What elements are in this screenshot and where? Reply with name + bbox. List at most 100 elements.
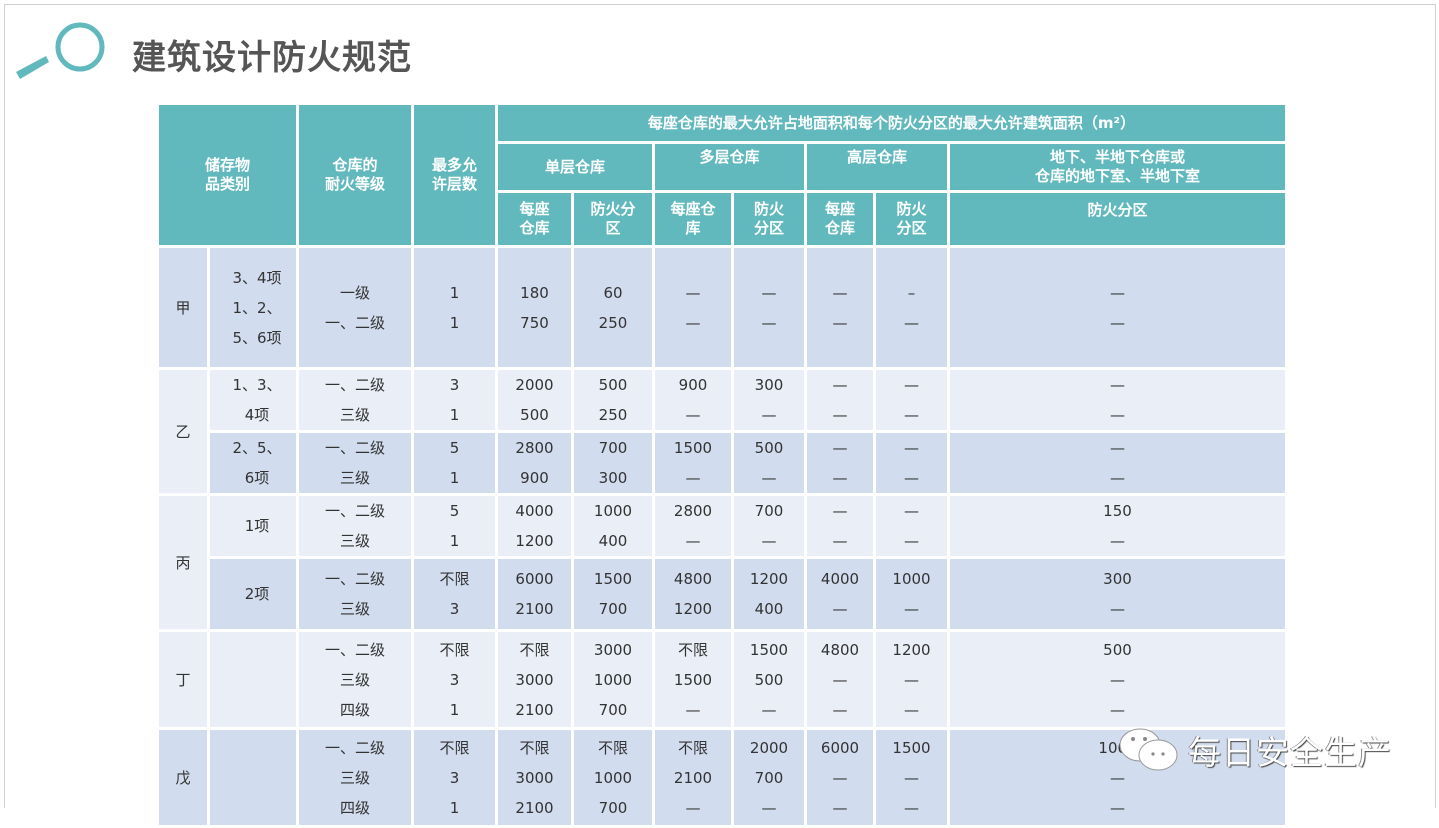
cell-value: 1000 [593,670,633,689]
header-subcol: 防火分区 [950,193,1285,245]
grade-cell: 一、二级 三级 [299,496,411,556]
cell-value: 6000 [820,738,860,757]
grade-cell: 一、二级 三级 四级 [299,730,411,825]
value-cell: 180 750 [498,248,571,367]
cell-value: — [685,532,701,550]
cell-line: 防火 [896,200,927,218]
cell-value: — [904,439,919,457]
cell-value: 4000 [515,502,554,520]
cell-value: 不限 [677,640,708,659]
cell-value: — [904,768,919,787]
value-cell: — — [807,248,873,367]
cell-value: — [904,376,919,394]
magnifier-icon [16,22,105,79]
cell-line: 储存物 [204,156,250,174]
cell-value: — [1110,768,1125,787]
cell-line: 许层数 [431,175,477,193]
cell-value: — [761,313,777,332]
cell-line: 品类别 [204,175,250,193]
cell-value: 3 [449,768,460,787]
floors-cell: 不限 3 1 [414,730,495,825]
wechat-icon [1119,728,1178,771]
table-row: 甲 3、4项 1、2、 5、6项 一级 一、二级 1 1 180 750 60 250— — — — — — – —… [159,248,1285,367]
cell-line: 高层仓库 [846,148,907,166]
item-cell: 1、3、 4项 [210,370,296,430]
cell-line: 每座仓库的最大允许占地面积和每个防火分区的最大允许建筑面积（m²） [647,113,1136,132]
cell-line: 防火 [753,200,784,218]
cell-value: — [832,532,848,550]
cell-value: — [685,283,701,302]
cell-value: 400 [754,600,784,618]
cell-value: 4项 [244,406,270,424]
table-row: 戊一、二级 三级 四级 不限 3 1 不限 3000 2100 不限 1000 700 不限 2100—2… [159,730,1285,825]
cell-value: 6项 [244,469,270,487]
cell-line: 最多允 [431,156,477,174]
header-group: 单层仓库 [498,144,652,190]
cell-value: 三级 [339,532,370,550]
slide-frame [4,4,1436,808]
value-cell: 1500 — [655,433,731,493]
cell-line: 仓库 [519,219,550,237]
floors-cell: 不限 3 [414,559,495,629]
cell-value: 一级 [339,283,370,302]
table-row: 丁一、二级 三级 四级 不限 3 1 不限 3000 2100 3000 1000 700 不限 1500… [159,632,1285,727]
value-cell: 4000 — [807,559,873,629]
cell-value: 1 [449,469,460,487]
cell-value: 一、二级 [324,640,385,659]
item-cell: 1项 [210,496,296,556]
cell-value: 不限 [439,738,470,757]
value-cell: 1000— — [950,730,1285,825]
cell-value: 1000 [593,502,633,520]
cell-value: — [1110,600,1125,618]
header-area-title: 每座仓库的最大允许占地面积和每个防火分区的最大允许建筑面积（m²） [498,105,1285,141]
cell-value: 一、二级 [324,439,385,457]
cell-line: 仓库的地下室、半地下室 [1034,167,1200,185]
cell-value: — [761,798,777,817]
cell-line: 地下、半地下仓库或 [1049,148,1185,166]
item-cell [210,632,296,727]
cell-line: 库 [685,219,701,237]
cell-value: — [1110,532,1125,550]
table-row: 2项 一、二级 三级 不限 3 6000 2100 1500 700 4800 1200 1200 40… [159,559,1285,629]
cell-value: 2项 [244,585,270,603]
cell-value: 1 [449,313,460,332]
cell-line: 单层仓库 [544,157,605,176]
cell-value: 6000 [515,570,554,588]
item-cell [210,730,296,825]
cell-value: 1项 [244,517,270,535]
item-cell: 3、4项 1、2、 5、6项 [210,248,296,367]
cell-value: 250 [598,313,628,332]
grade-cell: 一、二级 三级 [299,370,411,430]
cell-value: — [1110,376,1125,394]
cell-value: 3 [449,670,460,689]
cell-value: 700 [598,439,628,457]
cell-value: 2100 [515,700,554,719]
cell-value: — [685,798,701,817]
value-cell: 4800 — — [807,632,873,727]
value-cell: — — [807,496,873,556]
table-row: 丙 1项 一、二级 三级 5 1 4000 1200 1000 400 2800—700— — — — —1… [159,496,1285,629]
cell-value: 不限 [439,640,470,659]
value-cell: 900 — [655,370,731,430]
category-cell: 甲 [159,248,207,367]
cell-value: — [1110,406,1125,424]
cell-value: 500 [754,439,784,457]
cell-value: — [904,502,919,520]
cell-line: 每座 [519,200,550,218]
category-cell: 乙 [159,370,207,493]
cell-value: 1200 [892,640,931,659]
cell-value: 5、6项 [232,328,282,347]
cell-line: 防火分 [590,200,636,218]
cell-value: — [685,313,701,332]
category-cell: 戊 [159,730,207,825]
cell-value: 1、3、 [232,376,282,394]
cell-value: — [685,469,701,487]
cell-value: 2800 [515,439,554,457]
cell-value: — [761,283,777,302]
cell-value: 300 [598,469,628,487]
cell-value: 1500 [749,640,789,659]
cell-value: — [1110,700,1125,719]
